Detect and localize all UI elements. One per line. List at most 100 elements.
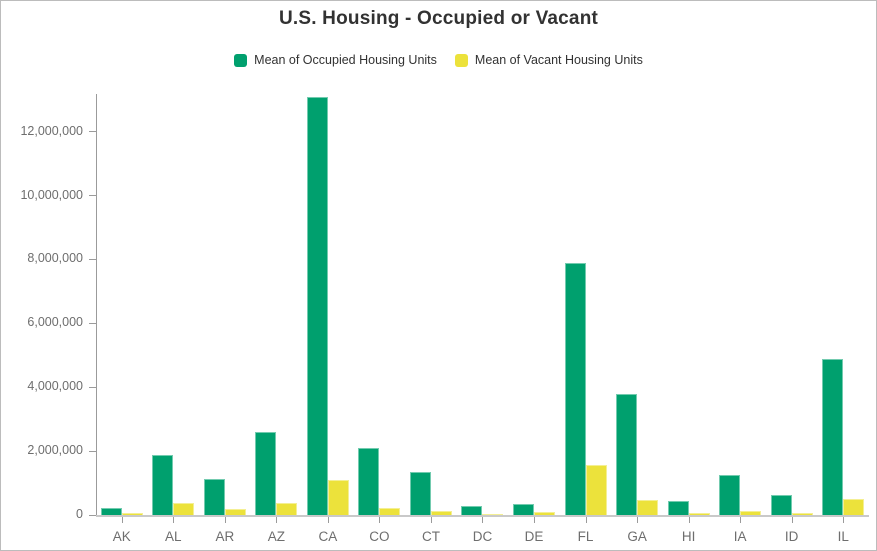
- bar-occupied-il[interactable]: [822, 358, 844, 515]
- x-tick-mark: [173, 517, 175, 523]
- bar-group-ar: AR: [199, 93, 251, 544]
- legend: Mean of Occupied Housing Units Mean of V…: [1, 53, 876, 67]
- bar-occupied-al[interactable]: [152, 455, 174, 515]
- chart-title: U.S. Housing - Occupied or Vacant: [278, 8, 599, 29]
- x-tick-mark: [843, 517, 845, 523]
- bar-occupied-id[interactable]: [770, 495, 792, 515]
- bar-vacant-fl[interactable]: [585, 464, 607, 515]
- bar-group-al: AL: [148, 93, 200, 544]
- x-tick-mark: [637, 517, 639, 523]
- x-tick-label-de: DE: [524, 529, 544, 544]
- x-tick-mark: [791, 517, 793, 523]
- y-tick-mark: [89, 450, 96, 452]
- bar-vacant-co[interactable]: [379, 507, 401, 515]
- x-tick-label-co: CO: [369, 529, 390, 544]
- bar-occupied-co[interactable]: [358, 447, 380, 515]
- bar-group-id: ID: [766, 93, 818, 544]
- legend-item-occupied[interactable]: Mean of Occupied Housing Units: [234, 53, 437, 67]
- x-tick-mark: [379, 517, 381, 523]
- y-tick-mark: [89, 195, 96, 196]
- bar-occupied-ct[interactable]: [409, 471, 431, 515]
- y-tick-label: 10,000,000: [20, 187, 83, 202]
- bar-occupied-az[interactable]: [255, 431, 277, 515]
- occupied-series-swatch-icon: [234, 53, 248, 67]
- y-tick-label: 8,000,000: [27, 251, 83, 266]
- y-tick-label: 2,000,000: [27, 443, 83, 458]
- bar-occupied-ia[interactable]: [719, 475, 741, 515]
- x-tick-mark: [688, 517, 690, 523]
- x-tick-mark: [430, 517, 432, 523]
- bar-occupied-hi[interactable]: [667, 501, 689, 515]
- y-tick-mark: [89, 514, 96, 516]
- bar-occupied-fl[interactable]: [564, 262, 586, 515]
- y-axis: 0 2,000,000 4,000,000 6,000,000 8,000,000 10,…: [1, 93, 96, 521]
- x-tick-label-ga: GA: [627, 529, 647, 544]
- x-tick-mark: [121, 517, 123, 523]
- bar-group-ak: AK: [96, 93, 148, 544]
- x-tick-label-dc: DC: [472, 529, 493, 544]
- bar-group-de: DE: [508, 93, 560, 544]
- y-tick-label: 12,000,000: [20, 123, 83, 138]
- x-tick-label-fl: FL: [577, 529, 594, 544]
- x-tick-label-il: IL: [837, 529, 849, 544]
- y-tick-label: 0: [76, 507, 83, 521]
- bar-vacant-il[interactable]: [843, 499, 865, 515]
- x-tick-label-ia: IA: [733, 529, 747, 544]
- y-tick-mark: [89, 322, 96, 324]
- bar-vacant-de[interactable]: [534, 512, 556, 515]
- x-tick-mark: [224, 517, 226, 523]
- bar-vacant-ca[interactable]: [327, 479, 349, 515]
- bar-occupied-dc[interactable]: [461, 506, 483, 515]
- y-axis-line: [96, 94, 97, 515]
- y-tick-mark: [89, 131, 96, 133]
- legend-item-vacant[interactable]: Mean of Vacant Housing Units: [454, 53, 643, 67]
- bar-group-co: CO: [354, 93, 406, 544]
- x-tick-mark: [585, 517, 587, 523]
- y-tick-label: 4,000,000: [27, 379, 83, 394]
- bar-vacant-az[interactable]: [276, 502, 298, 515]
- x-tick-mark: [327, 517, 329, 523]
- y-tick-mark: [89, 258, 96, 260]
- bar-group-ia: IA: [714, 93, 766, 544]
- bar-vacant-ar[interactable]: [224, 509, 246, 515]
- bar-vacant-ct[interactable]: [430, 510, 452, 515]
- bar-vacant-ga[interactable]: [637, 500, 659, 515]
- bar-vacant-id[interactable]: [791, 512, 813, 515]
- x-tick-mark: [740, 517, 742, 523]
- bar-occupied-de[interactable]: [513, 503, 535, 515]
- y-tick-mark: [89, 386, 96, 388]
- x-tick-label-ar: AR: [215, 529, 235, 544]
- bar-occupied-ca[interactable]: [306, 97, 328, 515]
- x-tick-label-ca: CA: [318, 529, 338, 544]
- bar-group-hi: HI: [663, 93, 715, 544]
- x-tick-label-az: AZ: [267, 529, 285, 544]
- vacant-series-swatch-icon: [454, 53, 468, 67]
- bar-group-ca: CA: [302, 93, 354, 544]
- legend-label-vacant: Mean of Vacant Housing Units: [474, 53, 643, 67]
- bar-vacant-ak[interactable]: [121, 513, 143, 515]
- x-tick-mark: [482, 517, 484, 523]
- legend-label-occupied: Mean of Occupied Housing Units: [254, 53, 437, 67]
- bar-vacant-ia[interactable]: [740, 511, 762, 515]
- x-tick-mark: [276, 517, 278, 523]
- bar-group-az: AZ: [251, 93, 303, 544]
- bar-vacant-dc[interactable]: [482, 514, 504, 515]
- bar-occupied-ga[interactable]: [616, 393, 638, 515]
- bar-group-dc: DC: [457, 93, 509, 544]
- bar-vacant-al[interactable]: [173, 503, 195, 515]
- x-tick-label-ct: CT: [421, 529, 440, 544]
- bar-occupied-ar[interactable]: [203, 478, 225, 515]
- x-tick-label-id: ID: [784, 529, 799, 544]
- bar-group-ga: GA: [611, 93, 663, 544]
- x-axis-line: [96, 515, 869, 517]
- y-tick-label: 6,000,000: [27, 315, 83, 330]
- bar-group-ct: CT: [405, 93, 457, 544]
- x-tick-mark: [534, 517, 536, 523]
- bar-group-fl: FL: [560, 93, 612, 544]
- bar-group-il: IL: [817, 93, 869, 544]
- bar-vacant-hi[interactable]: [688, 512, 710, 515]
- plot-area: AK AL AR AZ CA CO CT DC DE FL GA HI IA ID IL: [96, 93, 869, 544]
- x-tick-label-ak: AK: [112, 529, 131, 544]
- bar-occupied-ak[interactable]: [100, 507, 122, 515]
